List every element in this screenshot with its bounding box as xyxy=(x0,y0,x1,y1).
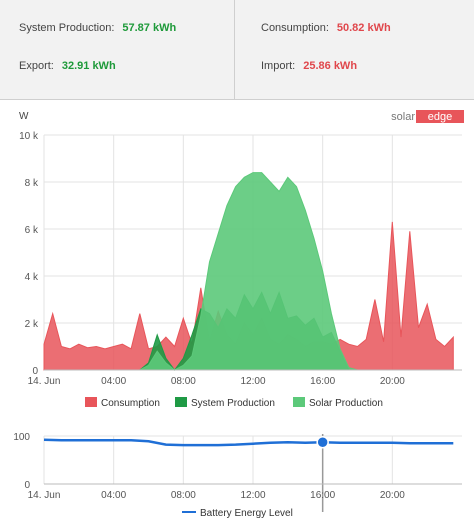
battery-x-tick-label: 14. Jun xyxy=(28,490,61,501)
energy-summary-panel: System Production: 57.87 kWh Consumption:… xyxy=(0,0,474,100)
logo-text-light: edge xyxy=(428,111,452,123)
main-x-tick-label: 12:00 xyxy=(240,376,265,387)
export-stat: Export: 32.91 kWh xyxy=(19,60,116,72)
summary-divider xyxy=(234,0,235,100)
main-y-tick-label: 2 k xyxy=(25,319,39,330)
system-production-label: System Production: xyxy=(19,22,115,34)
battery-x-tick-label: 16:00 xyxy=(310,490,335,501)
legend-label-consumption-area: Consumption xyxy=(101,398,160,409)
main-y-tick-label: 6 k xyxy=(25,225,39,236)
consumption-stat: Consumption: 50.82 kWh xyxy=(261,22,391,34)
main-chart-y-unit: W xyxy=(19,111,29,122)
import-stat: Import: 25.86 kWh xyxy=(261,60,357,72)
main-y-tick-label: 4 k xyxy=(25,272,39,283)
main-y-tick-label: 10 k xyxy=(19,131,39,142)
logo-badge xyxy=(416,110,464,123)
legend-swatch-consumption-area xyxy=(85,397,97,407)
main-x-tick-label: 04:00 xyxy=(101,376,126,387)
legend-label-solar-production-area: Solar Production xyxy=(309,398,383,409)
system-production-value: 57.87 kWh xyxy=(122,22,177,34)
export-label: Export: xyxy=(19,60,54,72)
battery-x-tick-label: 04:00 xyxy=(101,490,126,501)
logo-text-dark: solar xyxy=(391,111,415,123)
export-value: 32.91 kWh xyxy=(61,60,116,72)
main-x-tick-label: 14. Jun xyxy=(28,376,61,387)
solaredge-logo: solar edge xyxy=(391,110,464,123)
battery-energy-line xyxy=(43,438,454,447)
legend-label-system-production-area: System Production xyxy=(191,398,275,409)
main-x-tick-label: 08:00 xyxy=(171,376,196,387)
consumption-label: Consumption: xyxy=(261,22,329,34)
battery-x-tick-label: 20:00 xyxy=(380,490,405,501)
battery-y-tick-label: 0 xyxy=(24,480,30,491)
battery-y-tick-label: 100 xyxy=(13,432,30,443)
power-and-battery-charts: solar edge W 0 2 k 4 k 6 k 8 k 10 k 14. Jun 04:… xyxy=(13,110,464,519)
main-y-tick-label: 8 k xyxy=(25,178,39,189)
battery-x-tick-label: 08:00 xyxy=(171,490,196,501)
import-value: 25.86 kWh xyxy=(303,60,358,72)
charts-area: solar edge W 0 2 k 4 k 6 k 8 k 10 k 14. Jun 04:… xyxy=(0,100,474,520)
legend-swatch-system-production-area xyxy=(175,397,187,407)
main-y-tick-label: 0 xyxy=(32,366,38,377)
legend-label-battery-energy-level: Battery Energy Level xyxy=(200,508,293,519)
import-label: Import: xyxy=(261,60,296,72)
battery-x-tick-label: 12:00 xyxy=(240,490,265,501)
consumption-value: 50.82 kWh xyxy=(336,22,391,34)
legend-swatch-solar-production-area xyxy=(293,397,305,407)
system-production-stat: System Production: 57.87 kWh xyxy=(19,22,176,34)
main-x-tick-label: 20:00 xyxy=(380,376,405,387)
battery-highlight-point xyxy=(316,435,329,449)
main-x-tick-label: 16:00 xyxy=(310,376,335,387)
summary-bottom-border xyxy=(0,99,474,100)
